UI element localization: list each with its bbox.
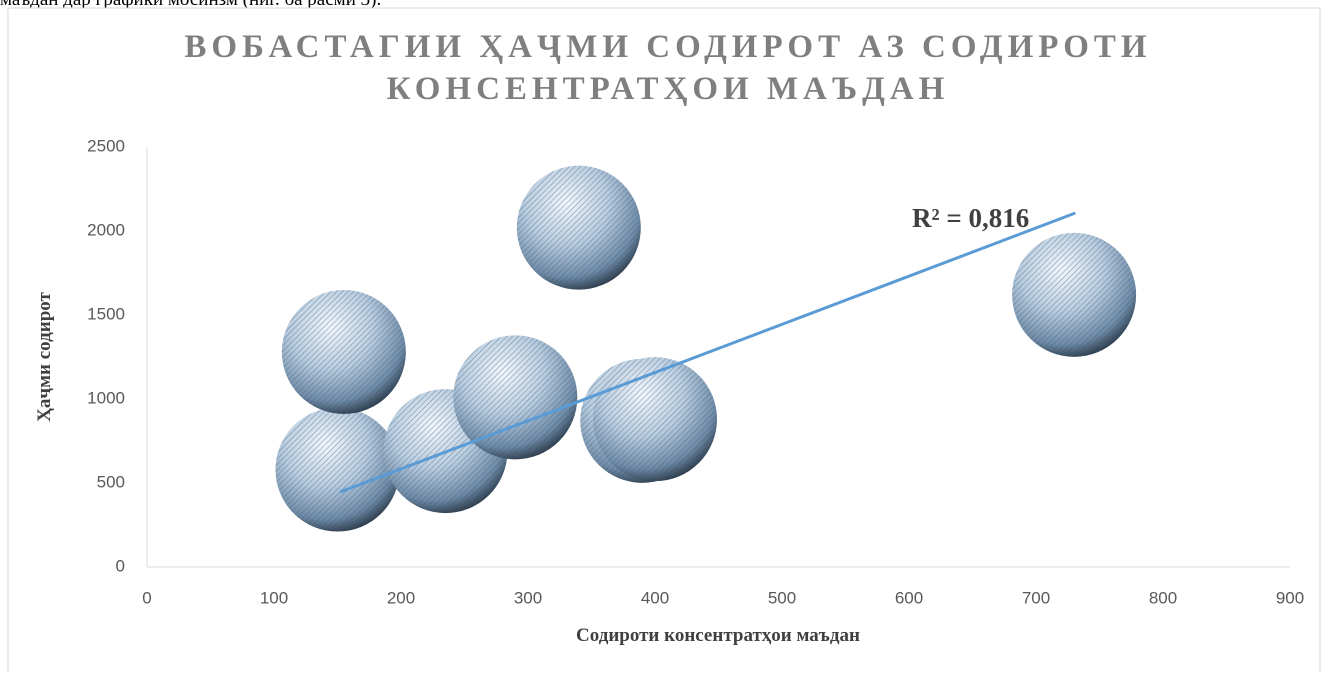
bubble bbox=[453, 335, 578, 460]
x-tick-label: 600 bbox=[895, 588, 923, 607]
x-tick-label: 400 bbox=[641, 588, 669, 607]
x-tick-label: 0 bbox=[142, 588, 151, 607]
bubble-fill bbox=[275, 407, 400, 532]
r-squared-label: R² = 0,816 bbox=[912, 203, 1029, 233]
x-tick-label: 700 bbox=[1022, 588, 1050, 607]
bubble bbox=[593, 357, 717, 482]
bubble-fill bbox=[593, 357, 717, 482]
bubble-fill bbox=[516, 165, 641, 290]
body-text: маъдан дар графики мосинзм (ниг. ба расм… bbox=[0, 0, 381, 11]
bubble bbox=[516, 165, 641, 290]
x-tick-label: 200 bbox=[387, 588, 415, 607]
x-axis-label: Содироти консентратҳои маъдан bbox=[576, 625, 860, 646]
y-tick-label: 0 bbox=[116, 556, 125, 575]
x-tick-label: 900 bbox=[1276, 588, 1304, 607]
y-tick-label: 500 bbox=[97, 472, 125, 491]
x-tick-label: 500 bbox=[768, 588, 796, 607]
chart-title: КОНСЕНТРАТҲОИ МАЪДАН bbox=[387, 71, 950, 107]
x-tick-label: 300 bbox=[514, 588, 542, 607]
x-tick-label: 100 bbox=[260, 588, 288, 607]
x-tick-label: 800 bbox=[1149, 588, 1177, 607]
y-tick-label: 2500 bbox=[87, 136, 125, 155]
y-tick-label: 1500 bbox=[87, 304, 125, 323]
bubble-fill bbox=[453, 335, 578, 460]
bubble-fill bbox=[1012, 232, 1137, 357]
chart-title: ВОБАСТАГИИ ҲАҶМИ СОДИРОТ АЗ СОДИРОТИ bbox=[184, 29, 1151, 65]
trendline bbox=[339, 211, 1076, 494]
y-tick-label: 2000 bbox=[87, 220, 125, 239]
y-tick-label: 1000 bbox=[87, 388, 125, 407]
bubble bbox=[275, 407, 400, 532]
bubble bbox=[1012, 232, 1137, 357]
y-axis-label: Ҳаҷми содирот bbox=[34, 291, 55, 421]
bubble-fill bbox=[281, 289, 406, 414]
chart-border bbox=[7, 7, 1321, 673]
bubble bbox=[281, 289, 406, 414]
